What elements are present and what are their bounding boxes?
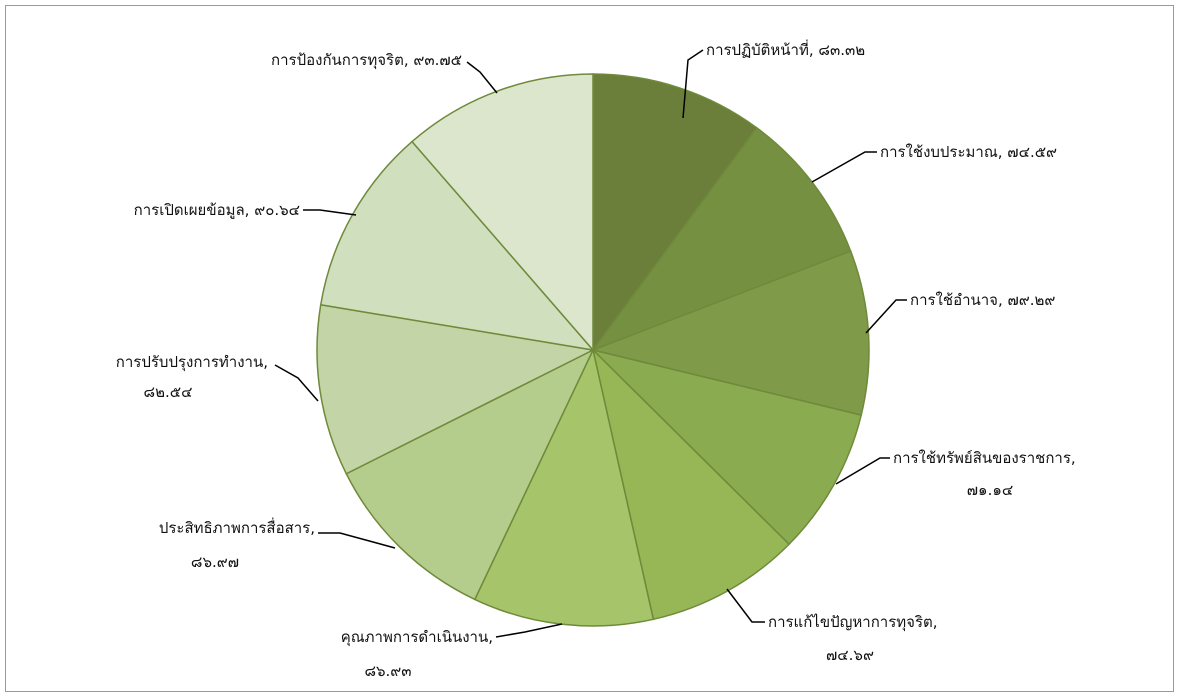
leader-line-8 bbox=[274, 364, 319, 402]
slice-label-8: การปรับปรุงการทำงาน,๘๒.๕๔ bbox=[116, 353, 268, 401]
slice-label-7: ประสิทธิภาพการสื่อสาร,๘๖.๙๗ bbox=[159, 517, 315, 571]
leader-line-1 bbox=[682, 49, 704, 119]
slice-label-6: คุณภาพการดำเนินงาน,๘๖.๙๓ bbox=[341, 628, 493, 680]
pie-slice-5 bbox=[591, 347, 791, 621]
pie-slice-3 bbox=[590, 250, 870, 417]
leader-line-7 bbox=[318, 532, 396, 549]
pie-slice-4 bbox=[590, 348, 863, 546]
pie-slice-1 bbox=[592, 73, 758, 353]
pie-slice-7 bbox=[345, 348, 595, 601]
slice-label-3: การใช้อำนาจ, ๗๙.๒๙ bbox=[910, 291, 1055, 309]
slice-label-4: การใช้ทรัพย์สินของราชการ,๗๑.๑๔ bbox=[893, 449, 1076, 499]
leader-line-3 bbox=[865, 299, 907, 334]
slice-label-5: การแก้ไขปัญหาการทุจริต,๗๔.๖๙ bbox=[768, 613, 938, 664]
leader-line-9 bbox=[303, 209, 357, 216]
slice-label-10: การป้องกันการทุจริต, ๙๓.๗๕ bbox=[271, 51, 462, 70]
leader-line-5 bbox=[726, 588, 765, 623]
pie-slice-8 bbox=[316, 303, 596, 475]
leader-line-4 bbox=[835, 457, 890, 485]
slice-label-9: การเปิดเผยข้อมูล, ๙๐.๖๔ bbox=[134, 201, 300, 219]
pie-slice-6 bbox=[473, 347, 655, 627]
slice-label-2: การใช้งบประมาณ, ๗๔.๕๙ bbox=[880, 143, 1057, 161]
leader-line-10 bbox=[466, 61, 498, 94]
leader-line-6 bbox=[495, 623, 563, 638]
slice-label-1: การปฏิบัติหน้าที่, ๘๓.๓๒ bbox=[706, 39, 865, 59]
pie-slice-2 bbox=[590, 126, 852, 352]
leader-line-2 bbox=[811, 151, 877, 183]
